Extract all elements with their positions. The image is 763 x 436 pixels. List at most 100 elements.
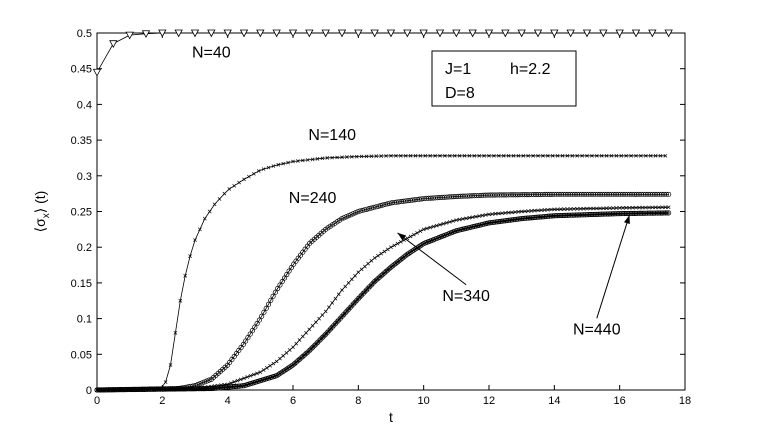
data-point xyxy=(339,216,345,222)
data-point xyxy=(584,212,590,218)
data-point xyxy=(464,216,468,221)
data-point xyxy=(586,212,592,218)
data-point xyxy=(660,205,664,210)
data-point xyxy=(313,341,319,347)
data-point xyxy=(502,218,508,224)
data-point xyxy=(315,156,320,161)
data-point xyxy=(166,386,172,392)
data-point xyxy=(418,229,423,233)
data-point xyxy=(345,155,349,159)
data-point xyxy=(575,207,580,211)
data-point xyxy=(590,153,594,158)
series-n40 xyxy=(92,29,673,77)
data-point xyxy=(651,210,657,216)
data-point xyxy=(373,277,379,283)
data-point xyxy=(638,210,644,216)
data-point xyxy=(639,153,643,158)
data-point xyxy=(296,159,300,163)
data-point xyxy=(195,386,201,392)
data-point xyxy=(657,210,664,216)
data-point xyxy=(127,387,133,393)
data-point xyxy=(272,289,278,295)
data-point xyxy=(444,221,449,225)
y-tick-label: 0.15 xyxy=(71,278,92,290)
annotation-label: N=240 xyxy=(289,190,337,207)
data-point xyxy=(582,29,592,38)
data-point xyxy=(552,207,557,212)
data-point xyxy=(589,212,595,218)
data-point xyxy=(146,386,152,392)
data-point xyxy=(488,220,494,226)
data-point xyxy=(265,366,269,370)
data-point xyxy=(656,210,662,216)
data-point xyxy=(167,386,174,392)
data-point xyxy=(595,211,601,217)
data-point xyxy=(386,29,396,38)
data-point xyxy=(377,203,384,209)
data-point xyxy=(234,383,241,389)
data-point xyxy=(247,174,251,179)
y-tick-label: 0.3 xyxy=(77,171,92,183)
data-point xyxy=(555,213,561,219)
x-tick-label: 4 xyxy=(225,395,231,407)
annotations: N=40 N=140 N=240 N=340 N=440 xyxy=(192,44,630,338)
data-point xyxy=(572,207,576,211)
data-point xyxy=(181,386,187,392)
data-point xyxy=(305,29,314,38)
data-point xyxy=(576,212,582,218)
x-tick-label: 2 xyxy=(159,395,165,407)
data-point xyxy=(533,29,543,38)
data-point xyxy=(592,211,598,217)
y-tick-label: 0.2 xyxy=(77,242,92,254)
data-point xyxy=(591,206,596,211)
data-point xyxy=(172,386,178,392)
data-point xyxy=(288,29,298,38)
data-point xyxy=(276,162,281,167)
data-point xyxy=(615,211,621,217)
data-point xyxy=(329,324,335,330)
data-point xyxy=(151,386,157,392)
data-point xyxy=(532,214,538,221)
data-point xyxy=(340,288,344,292)
data-point xyxy=(492,219,499,225)
data-point xyxy=(496,211,501,216)
data-point xyxy=(163,380,168,384)
data-point xyxy=(363,287,370,293)
data-point xyxy=(403,29,412,38)
data-point xyxy=(341,312,347,318)
data-point xyxy=(607,211,613,217)
data-point xyxy=(537,214,543,220)
data-point xyxy=(566,212,572,218)
data-point xyxy=(118,387,125,393)
data-point xyxy=(154,386,160,392)
data-point xyxy=(562,207,566,211)
data-point xyxy=(304,331,308,335)
data-point xyxy=(545,207,550,212)
data-point xyxy=(161,386,167,392)
parameter-j: J=1 xyxy=(445,61,471,78)
data-point xyxy=(149,386,156,392)
data-point xyxy=(347,304,353,311)
data-point xyxy=(354,29,363,38)
data-point xyxy=(649,210,655,216)
data-point xyxy=(403,153,408,158)
data-point xyxy=(538,214,544,220)
data-point xyxy=(575,153,580,158)
data-point xyxy=(501,29,510,38)
x-tick-label: 10 xyxy=(418,395,430,407)
data-point xyxy=(477,153,482,158)
data-point xyxy=(375,203,381,209)
data-point xyxy=(487,212,491,217)
data-point xyxy=(344,308,350,314)
data-point xyxy=(541,153,545,158)
data-point xyxy=(141,386,147,392)
data-point xyxy=(240,341,246,347)
data-point xyxy=(252,324,258,330)
data-point xyxy=(431,224,436,229)
y-tick-label: 0.05 xyxy=(71,349,92,361)
x-tick-label: 0 xyxy=(94,395,100,407)
data-point xyxy=(622,211,628,217)
data-point xyxy=(425,226,429,231)
parameter-d: D=8 xyxy=(445,85,475,102)
data-point xyxy=(125,387,131,393)
